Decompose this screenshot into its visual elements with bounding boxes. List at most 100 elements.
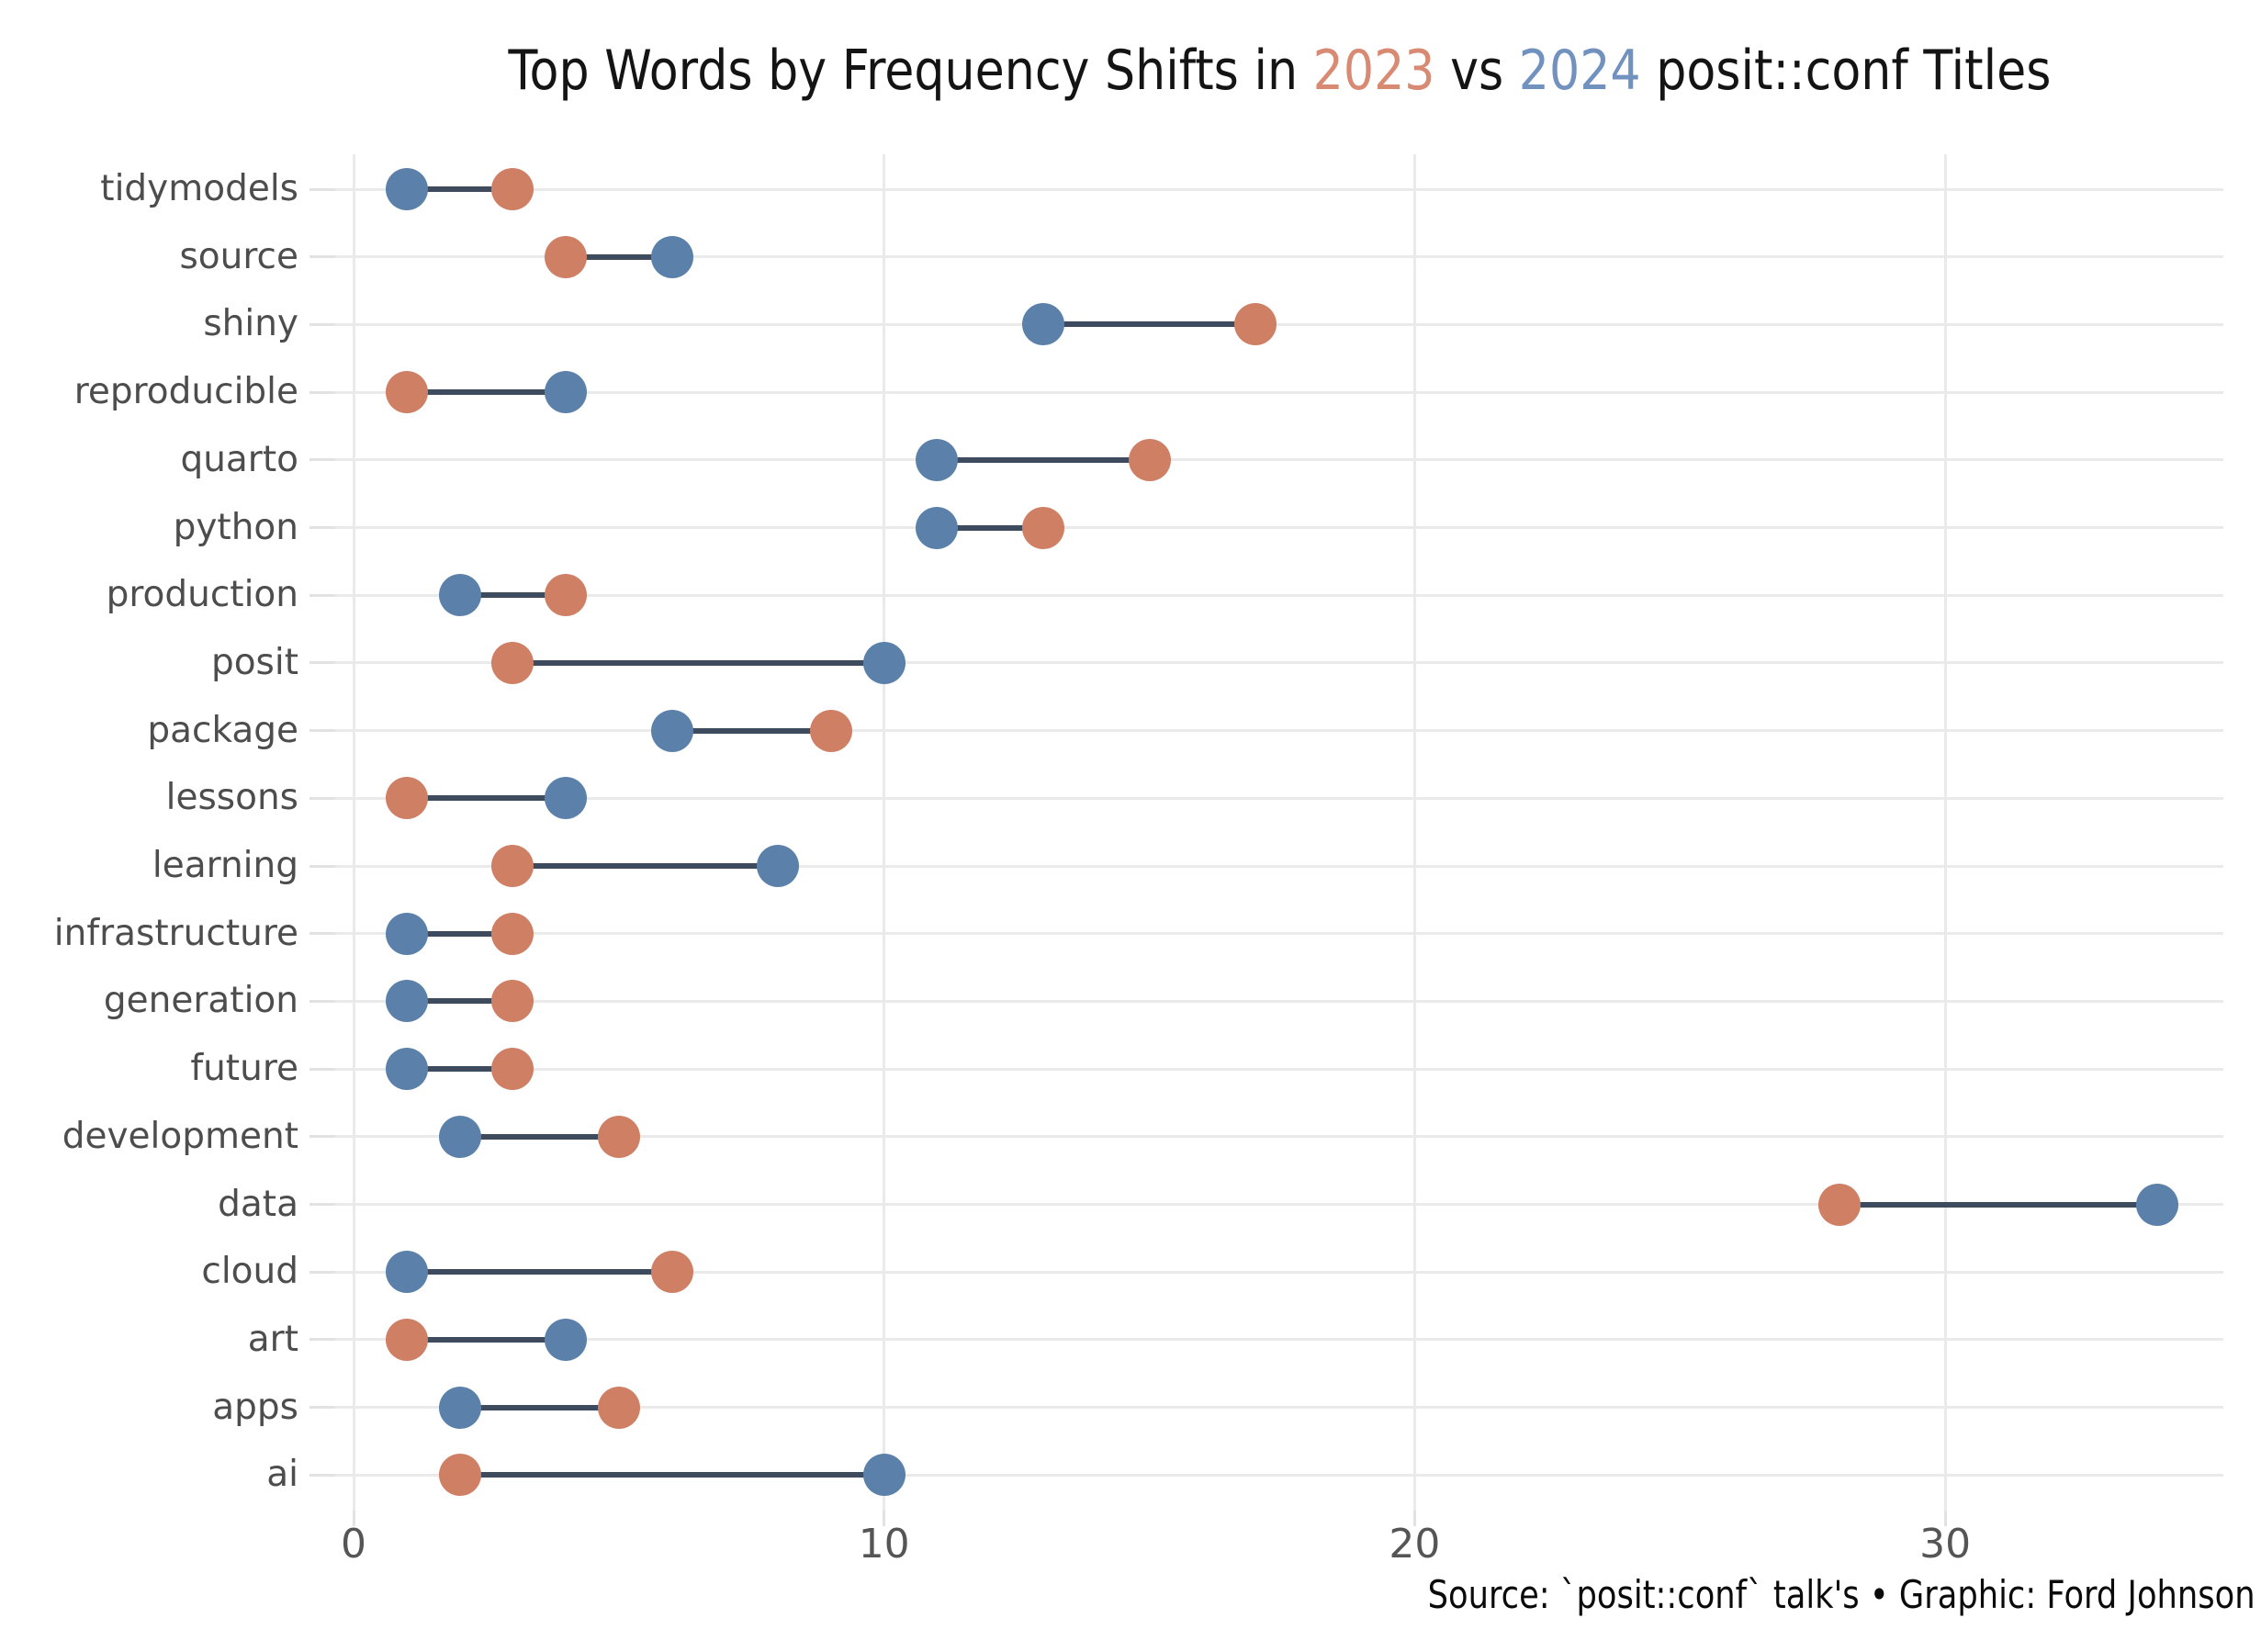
y-axis-tick: [309, 322, 335, 326]
category-label: ai: [266, 1454, 298, 1496]
y-gridline: [335, 1406, 2223, 1410]
dot-2023: [491, 912, 534, 955]
y-axis-tick: [309, 1067, 335, 1071]
y-axis-tick: [309, 1338, 335, 1342]
dot-2023: [491, 1048, 534, 1091]
y-axis-tick: [309, 999, 335, 1003]
y-axis-tick: [309, 526, 335, 529]
x-axis-tick: [1412, 1511, 1416, 1526]
category-label: tidymodels: [100, 168, 298, 209]
category-label: learning: [152, 845, 298, 886]
y-axis-tick: [309, 1406, 335, 1410]
y-gridline: [335, 458, 2223, 462]
dot-2024: [862, 1454, 906, 1497]
dot-2024: [757, 845, 800, 887]
category-label: art: [247, 1318, 298, 1360]
chart-title-text: Top Words by Frequency Shifts in 2023 vs…: [508, 39, 2051, 103]
dot-2024: [862, 641, 906, 684]
x-axis-tick: [1943, 1511, 1947, 1526]
category-label: apps: [212, 1386, 298, 1428]
y-gridline: [335, 1203, 2223, 1206]
dot-2023: [385, 1318, 428, 1361]
y-axis-tick: [309, 593, 335, 597]
dumbbell-segment: [937, 456, 1150, 463]
x-axis-tick: [883, 1511, 886, 1526]
x-gridline: [883, 154, 886, 1511]
y-gridline: [335, 1473, 2223, 1477]
dumbbell-segment: [406, 1269, 672, 1276]
category-label: reproducible: [73, 371, 298, 413]
category-label: quarto: [180, 438, 298, 480]
category-label: lessons: [165, 777, 298, 819]
y-gridline: [335, 322, 2223, 326]
dot-2024: [545, 777, 588, 820]
y-gridline: [335, 999, 2223, 1003]
y-gridline: [335, 187, 2223, 191]
dot-2024: [545, 371, 588, 414]
y-axis-tick: [309, 1203, 335, 1206]
dot-2023: [1022, 506, 1064, 549]
dumbbell-segment: [512, 863, 779, 869]
y-gridline: [335, 932, 2223, 936]
dot-2023: [385, 371, 428, 414]
dumbbell-segment: [406, 1066, 513, 1073]
x-gridline: [352, 154, 355, 1511]
category-label: cloud: [201, 1251, 298, 1293]
dumbbell-segment: [1839, 1201, 2158, 1208]
dot-2024: [385, 980, 428, 1023]
x-tick-label: 20: [1389, 1521, 1441, 1568]
y-gridline: [335, 864, 2223, 868]
x-tick-label: 0: [341, 1521, 366, 1568]
dumbbell-segment: [406, 186, 513, 192]
category-label: data: [218, 1183, 298, 1225]
dot-2024: [438, 574, 481, 617]
x-tick-label: 30: [1919, 1521, 1972, 1568]
dumbbell-segment: [459, 592, 567, 599]
dumbbell-segment: [459, 1133, 619, 1140]
y-axis-tick: [309, 864, 335, 868]
dumbbell-segment: [459, 1404, 619, 1410]
y-gridline: [335, 1270, 2223, 1274]
y-gridline: [335, 593, 2223, 597]
category-label: generation: [103, 980, 298, 1022]
title-year-2024: 2024: [1518, 39, 1641, 103]
dot-2024: [916, 438, 959, 481]
category-label: shiny: [203, 303, 298, 345]
y-axis-tick: [309, 1270, 335, 1274]
dot-2023: [491, 845, 534, 887]
dot-2024: [385, 912, 428, 955]
y-gridline: [335, 1338, 2223, 1342]
dot-2024: [438, 1386, 481, 1429]
dot-2023: [438, 1454, 481, 1497]
dot-2024: [1022, 303, 1064, 346]
y-gridline: [335, 1135, 2223, 1139]
dumbbell-segment: [937, 524, 1043, 531]
category-label: source: [179, 235, 298, 277]
y-axis-tick: [309, 932, 335, 936]
y-gridline: [335, 526, 2223, 529]
category-label: package: [147, 709, 298, 751]
dot-2024: [438, 1115, 481, 1158]
dot-2024: [916, 506, 959, 549]
dumbbell-segment: [512, 659, 884, 666]
y-gridline: [335, 796, 2223, 800]
y-axis-tick: [309, 729, 335, 733]
dot-2024: [650, 709, 693, 752]
y-axis-tick: [309, 796, 335, 800]
dumbbell-segment: [566, 253, 672, 260]
dumbbell-segment: [671, 727, 831, 734]
dot-2023: [1817, 1183, 1861, 1226]
y-gridline: [335, 1067, 2223, 1071]
dumbbell-segment: [459, 1472, 884, 1478]
dot-2023: [650, 1251, 693, 1294]
dumbbell-segment: [406, 1336, 567, 1343]
title-year-2023: 2023: [1312, 39, 1435, 103]
dot-2024: [545, 1318, 588, 1361]
dot-2024: [385, 168, 428, 210]
category-label: posit: [210, 641, 298, 683]
dot-2024: [650, 235, 693, 278]
category-label: future: [190, 1048, 298, 1090]
title-prefix: Top Words by Frequency Shifts in: [508, 39, 1313, 103]
dot-2023: [809, 709, 852, 752]
dumbbell-segment: [406, 930, 513, 937]
